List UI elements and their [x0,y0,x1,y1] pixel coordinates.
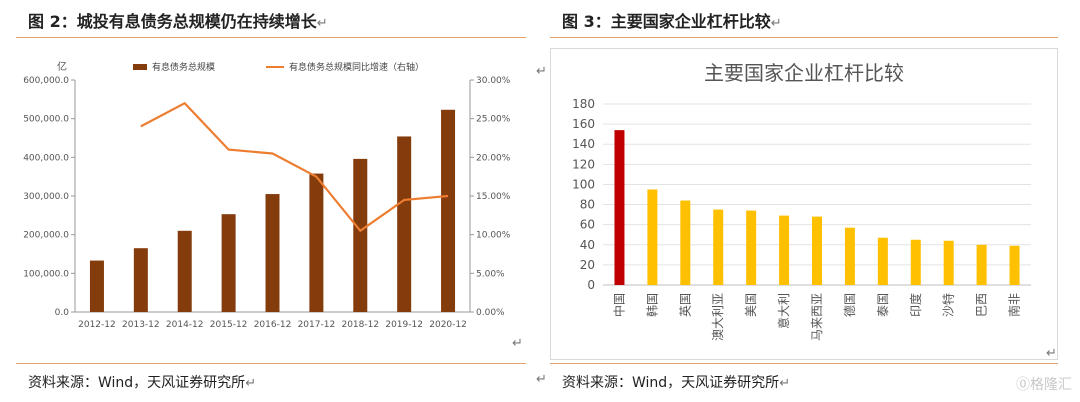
return-mark: ↵ [1046,346,1057,361]
y-tick-label: 0 [587,278,595,292]
x-tick-label: 2019-12 [385,320,423,330]
legend-label-bar: 有息债务总规模 [152,61,215,73]
bar-debt-2015-12 [221,214,236,312]
legend-label-line: 有息债务总规模同比增速（右轴） [289,61,424,73]
legend-swatch-bar [133,64,147,70]
return-mark: ↵ [536,372,547,387]
bar-沙特 [943,240,954,285]
x-tick-label: 英国 [678,293,692,317]
x-tick-label: 2012-12 [78,320,116,330]
watermark-logo: ⓪格隆汇 [1016,377,1072,393]
return-mark: ↵ [779,376,791,391]
left-axis-tick-label: 0.0 [55,308,70,318]
bar-印度 [910,239,921,285]
y-tick-label: 100 [572,177,595,191]
x-tick-label: 2013-12 [122,320,160,330]
y-tick-label: 80 [580,198,595,212]
right-axis-tick-label: 5.00% [476,269,505,279]
y-tick-label: 140 [572,137,595,151]
left-figure-panel: 图 2：城投有息债务总规模仍在持续增长↵ 亿 有息债务总规模 有息债务总规模同比增速… [0,0,547,402]
bar-debt-2019-12 [397,136,412,312]
x-tick-label: 美国 [744,293,758,317]
x-tick-label: 巴西 [975,293,989,317]
right-axis-tick-label: 25.00% [476,115,511,125]
bar-澳大利亚 [713,209,724,285]
bar-debt-2017-12 [309,173,324,312]
right-chart-frame: 主要国家企业杠杆比较 0 20 40 60 80 100 120 140 160 180 中国 韩国 英国… [550,48,1058,360]
x-tick-label: 沙特 [941,293,956,317]
chart-title: 主要国家企业杠杆比较 [704,61,904,85]
bar-巴西 [976,244,987,285]
x-tick-label: 中国 [611,293,626,317]
right-source-rule [550,363,1058,364]
bar-韩国 [647,189,658,285]
bar-debt-2018-12 [353,158,368,312]
right-axis-tick-label: 30.00% [476,76,511,86]
x-tick-label: 2015-12 [210,320,248,330]
y-tick-label: 160 [572,117,595,131]
x-tick-label: 2016-12 [254,320,292,330]
right-axis-tick-label: 0.00% [476,308,505,318]
right-axis-tick-label: 20.00% [476,153,511,163]
right-figure-panel: 图 3：主要国家企业杠杆比较↵ 主要国家企业杠杆比较 0 20 40 60 80 100 12… [548,0,1080,402]
bar-南非 [1009,245,1020,285]
left-source-note: 资料来源：Wind，天风证券研究所↵ [28,375,257,391]
left-axis-tick-label: 300,000.0 [23,192,69,202]
bar-debt-2013-12 [133,248,148,312]
x-tick-label: 南非 [1007,293,1022,317]
left-axis-tick-label: 600,000.0 [23,76,69,86]
x-tick-label: 2018-12 [341,320,379,330]
y-tick-label: 40 [580,238,595,252]
bar-debt-2016-12 [265,194,280,312]
y-tick-label: 20 [580,258,595,272]
left-axis-tick-label: 400,000.0 [23,153,69,163]
left-figure-title: 图 2：城投有息债务总规模仍在持续增长↵ [28,12,328,31]
x-tick-label: 马来西亚 [810,293,824,341]
bar-debt-2012-12 [89,260,104,312]
left-title-rule [16,37,526,38]
bar-debt-2020-12 [441,109,456,312]
x-tick-label: 德国 [842,293,857,317]
y-tick-label: 120 [572,157,595,171]
leverage-chart: 主要国家企业杠杆比较 0 20 40 60 80 100 120 140 160 180 中国 韩国 英国… [572,61,1031,341]
right-figure-title: 图 3：主要国家企业杠杆比较↵ [562,12,782,31]
return-mark: ↵ [536,64,547,79]
x-tick-label: 澳大利亚 [711,293,725,341]
right-axis-tick-label: 15.00% [476,192,511,202]
x-tick-label: 韩国 [644,293,659,317]
bar-泰国 [877,237,888,285]
left-axis-tick-label: 500,000.0 [23,115,69,125]
bar-美国 [746,210,757,285]
right-axis-tick-label: 10.00% [476,231,511,241]
bar-debt-2014-12 [177,230,192,312]
left-source-rule [16,363,526,364]
return-mark: ↵ [512,336,523,351]
unit-label: 亿 [57,60,67,73]
right-source-note: 资料来源：Wind，天风证券研究所↵ [562,375,791,391]
bar-意大利 [779,215,790,285]
x-tick-label: 意大利 [776,293,791,329]
bar-德国 [844,227,855,285]
x-tick-label: 印度 [908,293,923,317]
x-tick-label: 2014-12 [166,320,204,330]
x-tick-label: 2017-12 [298,320,336,330]
return-mark: ↵ [770,16,782,31]
left-axis-tick-label: 200,000.0 [23,231,69,241]
right-title-rule [550,37,1058,38]
bar-马来西亚 [812,216,822,285]
x-tick-label: 2020-12 [429,320,467,330]
y-tick-label: 180 [572,97,595,111]
debt-scale-chart: 亿 有息债务总规模 有息债务总规模同比增速（右轴） 0.0 100,000.0 200,0… [23,60,511,330]
growth-rate-line [140,101,449,233]
x-tick-label: 泰国 [876,293,890,317]
return-mark: ↵ [245,376,257,391]
bar-中国 [614,130,625,285]
left-axis-tick-label: 100,000.0 [23,269,69,279]
y-tick-label: 60 [580,218,595,232]
return-mark: ↵ [316,16,328,31]
bar-英国 [680,200,691,285]
